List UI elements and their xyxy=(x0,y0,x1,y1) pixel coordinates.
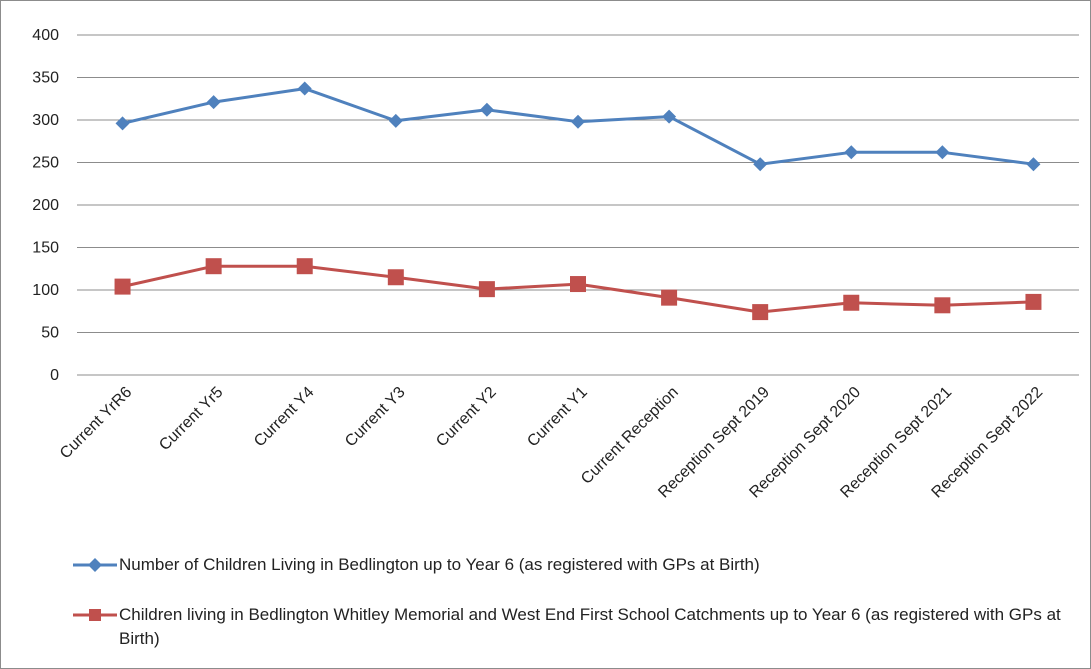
series-2-point xyxy=(1025,293,1042,310)
series-2-point xyxy=(661,289,678,306)
legend: Number of Children Living in Bedlington … xyxy=(73,553,1073,651)
x-tick-label: Current YrR6 xyxy=(57,384,136,463)
legend-marker-square-icon xyxy=(73,609,117,621)
x-tick-label: Current Y1 xyxy=(524,384,591,451)
x-tick-label: Current Y2 xyxy=(433,384,500,451)
series-2-point xyxy=(843,294,860,311)
series-1-point xyxy=(388,113,403,128)
series-1-point xyxy=(844,145,859,160)
legend-marker-diamond-icon xyxy=(73,558,117,572)
y-tick-label: 100 xyxy=(32,282,59,299)
legend-label-series-2: Children living in Bedlington Whitley Me… xyxy=(119,605,1061,648)
y-axis: 400 350 300 250 200 150 100 50 0 xyxy=(32,27,59,384)
series-2-point xyxy=(570,276,586,293)
series-1-point xyxy=(479,102,494,117)
x-tick-label: Current Yr5 xyxy=(156,384,226,454)
series-1-point xyxy=(935,145,950,160)
x-tick-label: Current Y3 xyxy=(342,384,409,451)
series-1-point xyxy=(206,95,221,110)
series-1-point xyxy=(662,109,677,124)
y-tick-label: 300 xyxy=(32,112,59,129)
series-2-point xyxy=(296,258,313,275)
series-2-point xyxy=(387,269,404,286)
series-2-point xyxy=(205,258,222,275)
series-2-point xyxy=(114,278,131,295)
series-1-point xyxy=(297,81,312,96)
series-2-point xyxy=(478,281,495,298)
series-1-point xyxy=(571,114,585,129)
x-tick-label: Current Y4 xyxy=(251,384,318,451)
x-tick-label: Current Reception xyxy=(578,384,682,488)
series-2-point xyxy=(752,304,769,321)
y-tick-label: 250 xyxy=(32,155,59,172)
y-tick-label: 0 xyxy=(50,367,59,384)
legend-label-series-1: Number of Children Living in Bedlington … xyxy=(119,555,760,574)
legend-item-series-2: Children living in Bedlington Whitley Me… xyxy=(73,603,1073,651)
series-1-point xyxy=(753,157,768,172)
series-2-point xyxy=(934,297,951,314)
y-tick-label: 150 xyxy=(32,240,59,257)
legend-item-series-1: Number of Children Living in Bedlington … xyxy=(73,553,1073,577)
y-tick-label: 400 xyxy=(32,27,59,44)
series-1-point xyxy=(115,116,130,131)
y-tick-label: 200 xyxy=(32,197,59,214)
y-tick-label: 350 xyxy=(32,70,59,87)
gridlines xyxy=(77,34,1079,376)
series-layer xyxy=(114,81,1042,321)
x-axis: Current YrR6 Current Yr5 Current Y4 Current… xyxy=(57,384,1046,502)
series-1-point xyxy=(1026,157,1041,172)
y-tick-label: 50 xyxy=(41,325,59,342)
